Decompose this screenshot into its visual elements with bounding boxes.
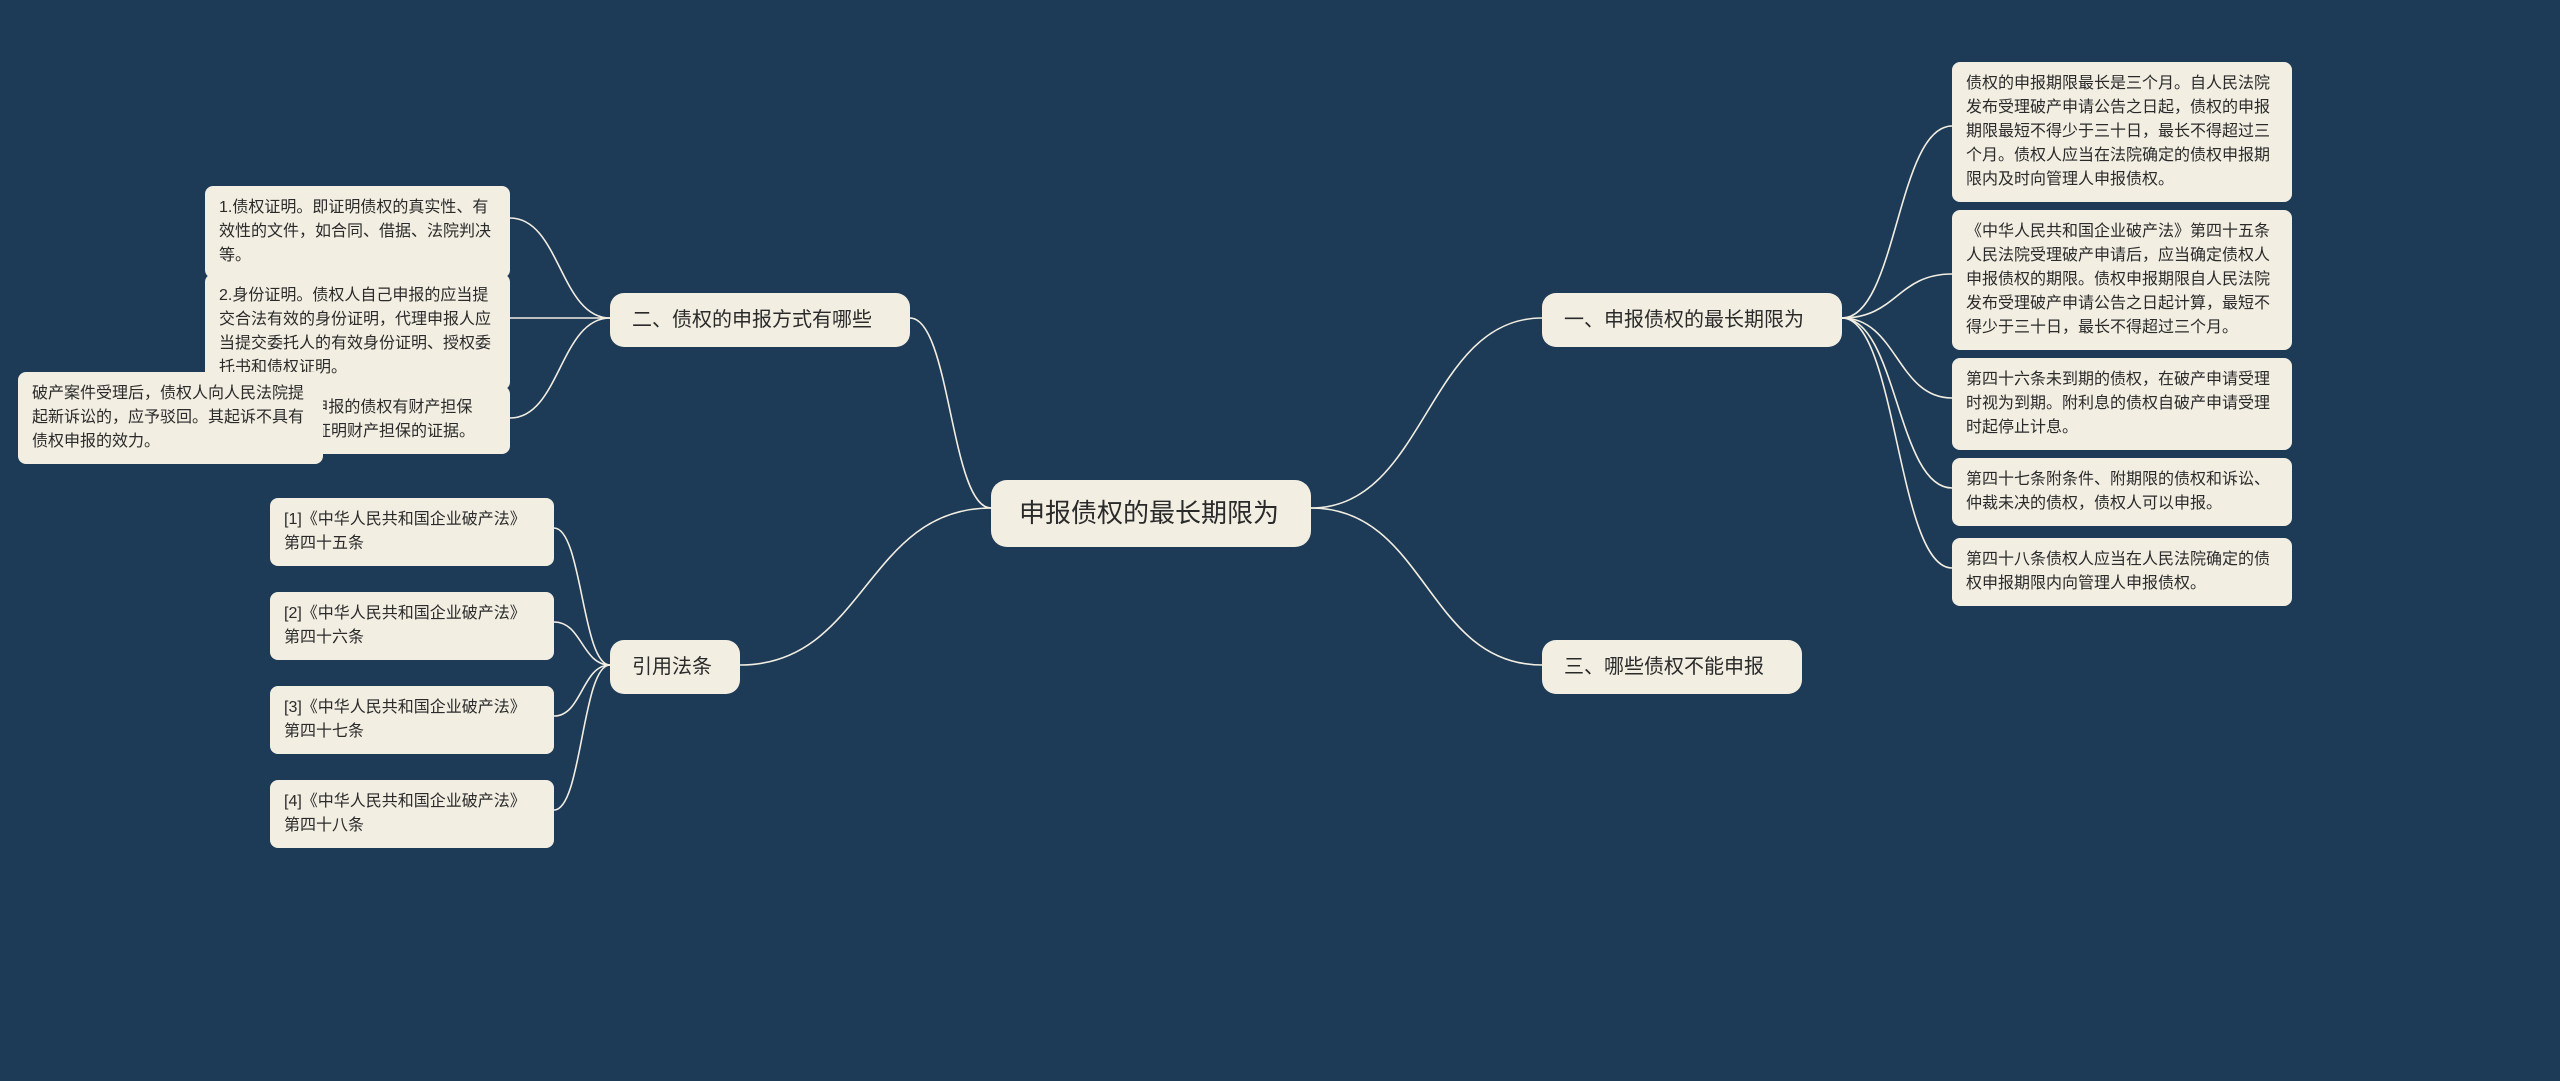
leaf-b4-1: [2]《中华人民共和国企业破产法》第四十六条 (270, 592, 554, 660)
leaf-b4-3: [4]《中华人民共和国企业破产法》第四十八条 (270, 780, 554, 848)
leaf-b1-4: 第四十八条债权人应当在人民法院确定的债权申报期限内向管理人申报债权。 (1952, 538, 2292, 606)
leaf-b1-0: 债权的申报期限最长是三个月。自人民法院发布受理破产申请公告之日起，债权的申报期限… (1952, 62, 2292, 202)
branch-b4: 引用法条 (610, 640, 740, 694)
leaf-b4-0: [1]《中华人民共和国企业破产法》第四十五条 (270, 498, 554, 566)
leaf-b1-3: 第四十七条附条件、附期限的债权和诉讼、仲裁未决的债权，债权人可以申报。 (1952, 458, 2292, 526)
leaf-b2-0: 1.债权证明。即证明债权的真实性、有效性的文件，如合同、借据、法院判决等。 (205, 186, 510, 278)
leaf-b1-1: 《中华人民共和国企业破产法》第四十五条 人民法院受理破产申请后，应当确定债权人申… (1952, 210, 2292, 350)
center-node: 申报债权的最长期限为 (991, 480, 1311, 547)
branch-b1: 一、申报债权的最长期限为 (1542, 293, 1842, 347)
branch-b2: 二、债权的申报方式有哪些 (610, 293, 910, 347)
leaf-b2-3: 破产案件受理后，债权人向人民法院提起新诉讼的，应予驳回。其起诉不具有债权申报的效… (18, 372, 323, 464)
leaf-b4-2: [3]《中华人民共和国企业破产法》第四十七条 (270, 686, 554, 754)
leaf-b1-2: 第四十六条未到期的债权，在破产申请受理时视为到期。附利息的债权自破产申请受理时起… (1952, 358, 2292, 450)
branch-b3: 三、哪些债权不能申报 (1542, 640, 1802, 694)
